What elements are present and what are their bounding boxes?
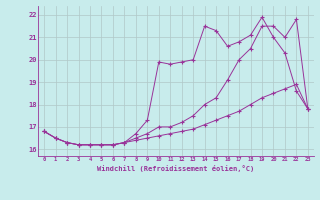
X-axis label: Windchill (Refroidissement éolien,°C): Windchill (Refroidissement éolien,°C) xyxy=(97,165,255,172)
